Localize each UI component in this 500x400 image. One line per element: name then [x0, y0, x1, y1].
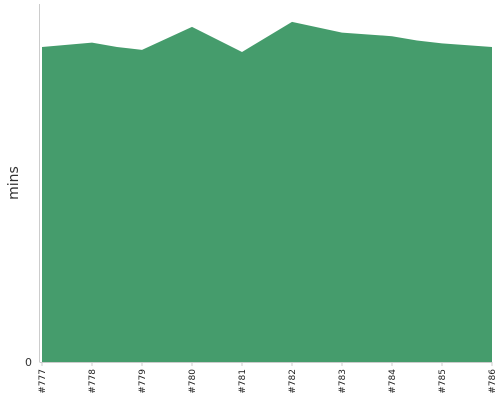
x-tick-label: #784	[388, 369, 398, 394]
x-tick-label: #785	[438, 369, 448, 394]
x-tick-label: #786	[488, 369, 498, 394]
area-series	[42, 21, 492, 363]
x-tick-label: #779	[138, 369, 148, 394]
x-tick-label: #783	[338, 369, 348, 394]
x-tick-label: #781	[238, 369, 248, 394]
x-axis-ticks: #777 #778 #779 #780 #781 #782 #783 #784 #785 #786	[38, 362, 498, 394]
x-tick-label: #777	[38, 369, 48, 394]
x-tick-label: #782	[288, 369, 298, 394]
y-tick-label: 0	[25, 356, 32, 369]
y-axis-title: mins	[6, 166, 22, 200]
plot-area	[42, 21, 492, 363]
x-tick-label: #778	[88, 369, 98, 394]
x-tick-label: #780	[188, 369, 198, 394]
y-axis-ticks: 0	[25, 356, 32, 369]
